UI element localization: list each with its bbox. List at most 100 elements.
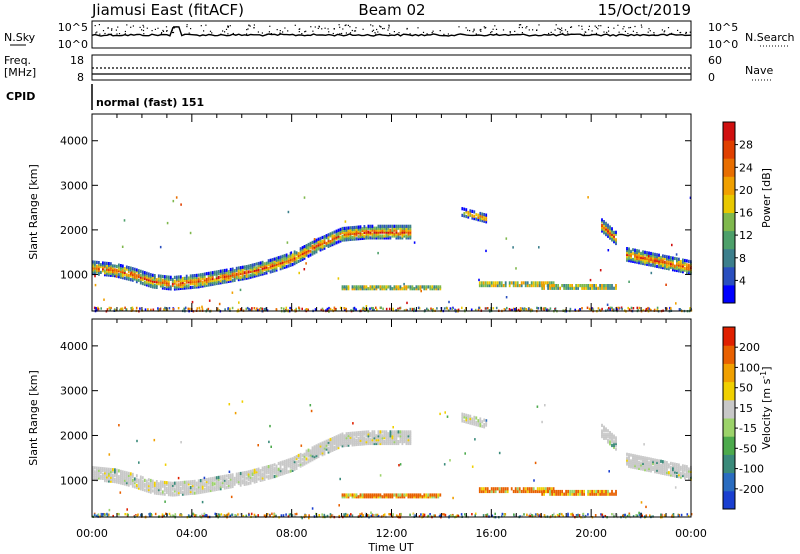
range-gate-cell xyxy=(233,480,236,484)
range-gate-cell xyxy=(135,276,138,280)
range-gate-cell xyxy=(228,470,231,473)
range-gate-cell xyxy=(603,231,605,235)
nsearch-point xyxy=(205,24,207,26)
range-gate-cell xyxy=(159,276,162,280)
range-gate-cell xyxy=(668,265,670,269)
range-gate-cell xyxy=(630,463,632,467)
range-gate-cell xyxy=(337,277,340,280)
range-gate-cell xyxy=(611,436,613,440)
range-gate-cell xyxy=(373,440,376,444)
range-gate-cell xyxy=(392,513,394,516)
range-gate-cell xyxy=(520,284,523,288)
range-gate-cell xyxy=(323,446,326,450)
range-gate-cell xyxy=(341,436,344,440)
range-gate-cell xyxy=(165,275,168,279)
range-gate-cell xyxy=(225,276,228,280)
range-gate-cell xyxy=(135,280,138,284)
range-gate-cell xyxy=(361,285,364,289)
range-gate-cell xyxy=(223,274,226,278)
range-gate-cell xyxy=(217,487,220,491)
nsearch-point xyxy=(526,26,528,28)
range-gate-cell xyxy=(658,461,660,465)
range-gate-cell xyxy=(382,514,385,517)
range-gate-cell xyxy=(331,438,334,443)
range-gate-cell xyxy=(148,513,150,516)
range-gate-cell xyxy=(173,487,176,491)
range-gate-cell xyxy=(247,270,250,274)
range-gate-cell xyxy=(229,271,232,275)
range-gate-cell xyxy=(530,489,533,494)
range-gate-cell xyxy=(650,467,652,471)
range-gate-cell xyxy=(518,489,521,494)
range-gate-cell xyxy=(373,308,375,312)
range-gate-cell xyxy=(601,220,603,224)
range-gate-cell xyxy=(640,253,642,257)
range-gate-cell xyxy=(638,466,640,470)
range-gate-cell xyxy=(407,438,410,442)
range-gate-cell xyxy=(674,468,676,472)
range-gate-cell xyxy=(131,270,134,275)
range-gate-cell xyxy=(193,285,196,289)
range-gate-cell xyxy=(688,469,690,473)
range-gate-cell xyxy=(518,284,521,288)
range-gate-cell xyxy=(573,489,575,494)
range-gate-cell xyxy=(293,254,296,258)
range-gate-cell xyxy=(478,306,480,310)
range-gate-cell xyxy=(195,481,198,485)
range-gate-cell xyxy=(684,266,686,270)
range-gate-cell xyxy=(371,226,374,230)
range-gate-cell xyxy=(443,463,446,466)
range-gate-cell xyxy=(227,277,230,282)
range-gate-cell xyxy=(579,492,581,496)
range-gate-cell xyxy=(131,276,134,280)
range-gate-cell xyxy=(315,248,318,252)
range-gate-cell xyxy=(184,306,187,309)
nsearch-point xyxy=(447,33,449,35)
range-gate-cell xyxy=(662,462,664,466)
range-gate-cell xyxy=(569,307,572,311)
nsearch-point xyxy=(328,31,330,33)
range-gate-cell xyxy=(403,493,406,497)
range-gate-cell xyxy=(207,479,210,483)
range-gate-cell xyxy=(463,419,466,423)
range-gate-cell xyxy=(452,496,454,500)
range-gate-cell xyxy=(500,487,503,491)
range-gate-cell xyxy=(423,495,426,499)
range-gate-cell xyxy=(395,495,398,499)
range-gate-cell xyxy=(197,481,200,485)
range-gate-cell xyxy=(591,492,593,496)
range-gate-cell xyxy=(238,301,240,304)
range-gate-cell xyxy=(601,423,603,427)
range-gate-cell xyxy=(469,211,472,215)
range-gate-cell xyxy=(218,309,221,312)
range-gate-cell xyxy=(372,514,374,517)
nsky-trace xyxy=(91,26,692,37)
range-gate-cell xyxy=(379,234,382,238)
range-gate-cell xyxy=(151,277,154,281)
range-gate-cell xyxy=(343,495,346,499)
range-gate-cell xyxy=(399,236,402,240)
range-gate-cell xyxy=(241,471,244,475)
range-gate-cell xyxy=(243,275,246,279)
range-gate-cell xyxy=(100,514,103,518)
range-gate-cell xyxy=(363,228,366,232)
range-gate-cell xyxy=(229,275,232,279)
range-gate-cell xyxy=(395,430,398,434)
range-gate-cell xyxy=(201,280,204,284)
range-gate-cell xyxy=(259,476,262,480)
nsearch-point xyxy=(345,32,347,34)
range-gate-cell xyxy=(209,486,212,491)
range-gate-cell xyxy=(333,230,336,234)
range-gate-cell xyxy=(417,287,420,291)
colorbar-tick-label: 24 xyxy=(739,161,753,174)
range-gate-cell xyxy=(203,280,206,284)
range-gate-cell xyxy=(628,309,631,312)
range-gate-cell xyxy=(478,281,481,285)
range-gate-cell xyxy=(269,466,272,470)
range-gate-cell xyxy=(429,493,432,497)
range-gate-cell xyxy=(421,285,424,289)
range-gate-cell xyxy=(102,265,104,269)
range-gate-cell xyxy=(106,467,108,471)
range-gate-cell xyxy=(664,468,666,472)
range-gate-cell xyxy=(357,285,360,289)
